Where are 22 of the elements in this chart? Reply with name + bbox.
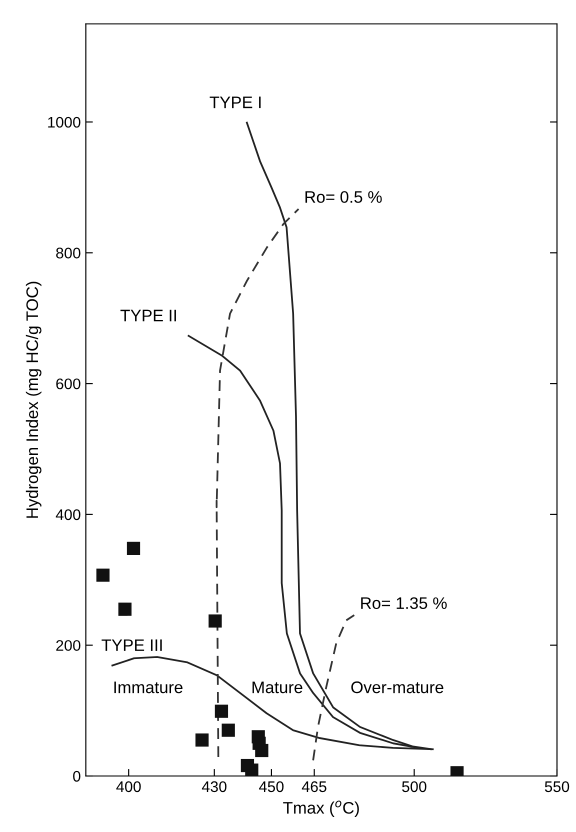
series-label: Ro= 1.35 %: [361, 597, 447, 610]
y-tick-label: 600: [56, 378, 80, 390]
annotation: Mature: [252, 682, 302, 694]
series-label: TYPE III: [102, 639, 162, 651]
y-tick-label: 200: [56, 640, 80, 651]
x-tick-label: 450: [259, 781, 284, 792]
x-tick-label: 400: [116, 781, 141, 792]
series-label: Ro= 0.5 %: [305, 191, 382, 203]
y-tick-label: 800: [56, 248, 80, 258]
x-tick-label: 465: [302, 781, 326, 792]
y-tick-label: 1000: [48, 116, 80, 128]
y-tick-label: 400: [56, 509, 80, 520]
series-label: TYPE II: [120, 310, 176, 322]
annotation: Over-mature: [351, 681, 444, 694]
series-label: TYPE I: [210, 96, 261, 108]
x-tick-label: 550: [544, 781, 570, 792]
x-tick-label: 430: [202, 781, 226, 792]
annotation: Immature: [114, 682, 182, 694]
x-tick-label: 500: [402, 781, 426, 792]
x-axis-title: Tmax ($^{o}$C): [283, 800, 359, 818]
y-tick-label: 0: [73, 770, 80, 782]
y-axis-title: Hydrogen Index (mg HC/g TOC): [26, 282, 42, 518]
